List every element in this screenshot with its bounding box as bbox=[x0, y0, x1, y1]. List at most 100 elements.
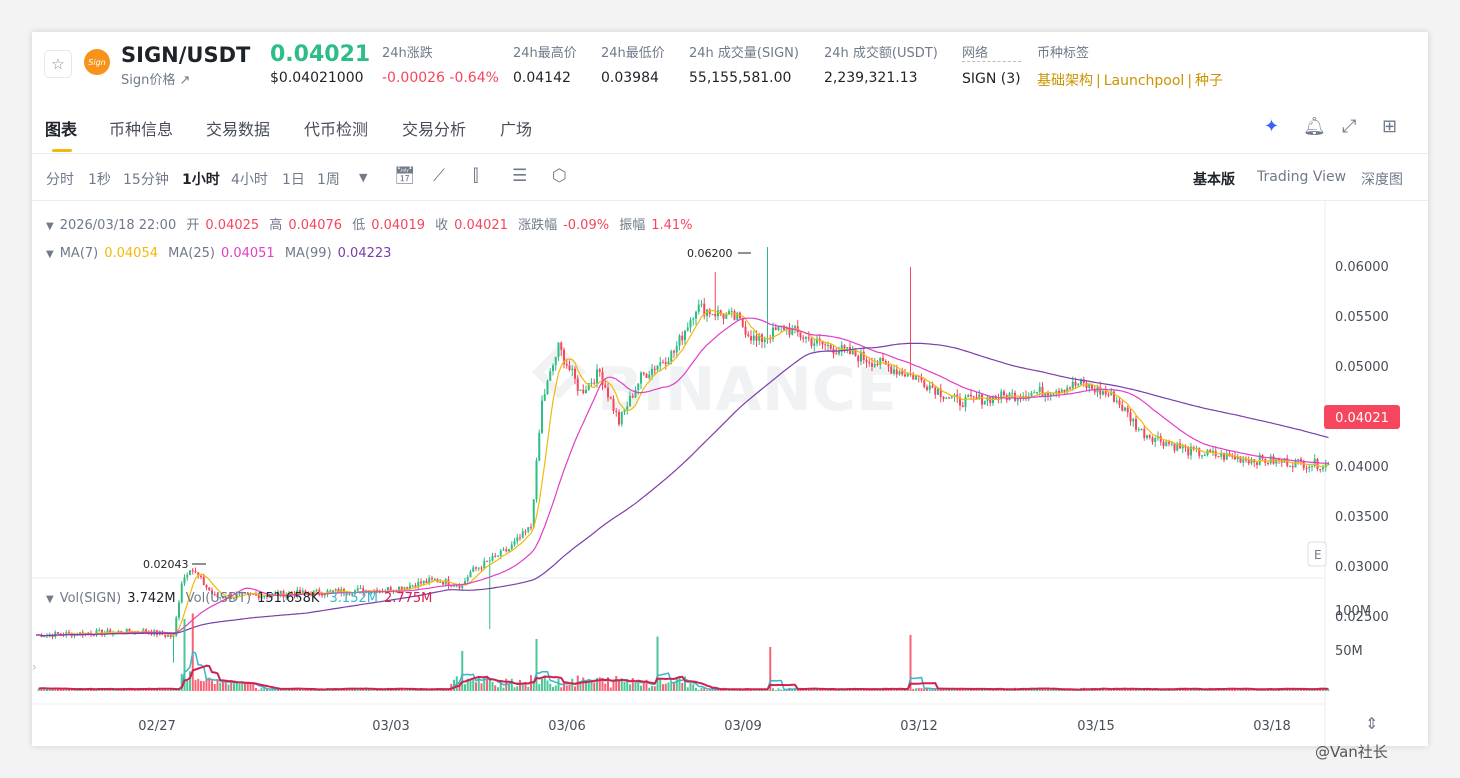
candle-body bbox=[901, 371, 904, 375]
candle-body bbox=[563, 349, 565, 365]
tag-infrastructure[interactable]: 基础架构 bbox=[1037, 73, 1093, 89]
tab-trade-analysis[interactable]: 交易分析 bbox=[402, 120, 467, 139]
candle-body bbox=[1187, 446, 1190, 456]
version-depth[interactable]: 深度图 bbox=[1361, 172, 1403, 188]
candle-body bbox=[252, 593, 255, 595]
timeframe-1w[interactable]: 1周 bbox=[317, 172, 340, 188]
candle-body bbox=[1278, 458, 1280, 461]
expand-icon[interactable]: ⤢ bbox=[1342, 116, 1357, 137]
volume-bar bbox=[645, 679, 648, 691]
candle-body bbox=[937, 388, 939, 395]
candle-body bbox=[87, 632, 90, 634]
volume-bar bbox=[1151, 690, 1154, 691]
tab-square[interactable]: 广场 bbox=[500, 120, 533, 139]
volume-bar bbox=[365, 688, 367, 691]
timeframe-time[interactable]: 分时 bbox=[46, 172, 74, 188]
volume-bar bbox=[689, 682, 692, 691]
timeframe-15m[interactable]: 15分钟 bbox=[123, 172, 169, 188]
candle-body bbox=[1245, 459, 1247, 461]
hexagon-settings-icon[interactable]: ⬡ bbox=[552, 166, 567, 186]
volume-bar bbox=[640, 685, 642, 691]
volume-bar bbox=[392, 689, 395, 691]
chart-settings-icon[interactable]: ☰ bbox=[512, 166, 528, 186]
candle-body bbox=[964, 397, 967, 408]
volume-bar bbox=[1135, 689, 1137, 691]
coin-price-link[interactable]: Sign价格 ↗ bbox=[121, 73, 191, 88]
ai-sparkle-icon[interactable]: ✦ bbox=[1264, 116, 1280, 137]
market-header: ☆ Sign SIGN/USDT Sign价格 ↗ 0.04021 $0.040… bbox=[32, 32, 1428, 102]
volume-bar bbox=[422, 689, 425, 691]
candle-body bbox=[854, 349, 857, 357]
candle-body bbox=[1151, 437, 1154, 442]
candlestick-chart[interactable]: BINANCE 0.060000.055000.050000.045000.04… bbox=[32, 32, 1428, 746]
timeframe-4h[interactable]: 4小时 bbox=[231, 172, 268, 188]
candle-body bbox=[898, 371, 901, 375]
timeframe-dropdown-icon[interactable]: ▼ bbox=[359, 171, 368, 184]
volume-bar bbox=[928, 688, 931, 691]
bell-icon[interactable]: 🔔︎ bbox=[1303, 116, 1326, 137]
candle-body bbox=[1014, 392, 1016, 401]
volume-bar bbox=[1041, 689, 1044, 691]
tag-seed[interactable]: 种子 bbox=[1195, 73, 1224, 89]
candle-body bbox=[442, 582, 444, 585]
volume-bar bbox=[1055, 689, 1058, 691]
volume-bar bbox=[510, 678, 513, 691]
timeframe-1s[interactable]: 1秒 bbox=[88, 172, 111, 188]
candle-body bbox=[420, 581, 422, 584]
candle-body bbox=[189, 570, 191, 575]
candle-body bbox=[219, 597, 222, 599]
volume-bar bbox=[854, 688, 857, 691]
volume-bar bbox=[609, 687, 612, 691]
volume-bar bbox=[612, 680, 615, 691]
candle-type-icon[interactable]: ⫿ bbox=[473, 166, 479, 186]
tag-launchpool[interactable]: Launchpool bbox=[1103, 73, 1185, 89]
indicator-chart-icon[interactable]: ⟋ bbox=[433, 166, 445, 186]
candle-body bbox=[1091, 384, 1093, 389]
volume-bar bbox=[285, 689, 288, 691]
stat-24h-change: 24h涨跌 -0.00026 -0.64% bbox=[382, 46, 499, 86]
layout-grid-icon[interactable]: ⊞ bbox=[1382, 116, 1398, 137]
version-basic[interactable]: 基本版 bbox=[1193, 172, 1235, 188]
volume-bar bbox=[857, 689, 860, 691]
candle-body bbox=[1154, 438, 1157, 442]
calendar-icon[interactable]: 📅︎ bbox=[394, 166, 416, 186]
volume-bar bbox=[194, 680, 197, 691]
collapse-arrow-icon[interactable]: › bbox=[32, 660, 37, 674]
candle-body bbox=[233, 597, 235, 599]
candle-body bbox=[1291, 465, 1294, 468]
timeframe-1h[interactable]: 1小时 bbox=[182, 172, 220, 188]
candle-body bbox=[1316, 458, 1319, 470]
volume-bar bbox=[1115, 688, 1118, 691]
candle-body bbox=[719, 310, 722, 315]
timeframe-1d[interactable]: 1日 bbox=[282, 172, 305, 188]
candle-body bbox=[552, 365, 554, 372]
version-tradingview[interactable]: Trading View bbox=[1257, 169, 1347, 185]
volume-bar bbox=[1033, 688, 1036, 691]
candle-body bbox=[1124, 407, 1126, 411]
candle-body bbox=[348, 593, 351, 595]
candle-body bbox=[607, 387, 609, 398]
volume-bar bbox=[367, 689, 370, 691]
tab-token-check[interactable]: 代币检测 bbox=[304, 120, 369, 139]
volume-bar bbox=[818, 689, 821, 691]
volume-bar bbox=[54, 688, 57, 691]
last-price: 0.04021 bbox=[270, 42, 371, 67]
candle-body bbox=[1168, 442, 1170, 444]
candle-body bbox=[1052, 393, 1055, 395]
candle-body bbox=[664, 362, 667, 365]
price-tick-label: 0.05000 bbox=[1335, 360, 1389, 375]
tab-coin-info[interactable]: 币种信息 bbox=[109, 120, 174, 139]
tab-chart[interactable]: 图表 bbox=[45, 120, 78, 139]
scroll-to-latest-icon[interactable]: E bbox=[1307, 541, 1327, 567]
volume-bar bbox=[216, 679, 219, 691]
tab-trading-data[interactable]: 交易数据 bbox=[206, 120, 271, 139]
volume-bar bbox=[68, 689, 70, 691]
volume-bar bbox=[197, 678, 200, 691]
volume-bar bbox=[772, 688, 774, 691]
candle-body bbox=[923, 380, 926, 387]
expand-pane-icon[interactable]: ⇕ bbox=[1365, 714, 1378, 733]
volume-bar bbox=[205, 677, 208, 691]
volume-bar bbox=[777, 688, 780, 691]
favorite-star-icon[interactable]: ☆ bbox=[44, 50, 72, 78]
stat-network[interactable]: 网络 SIGN (3) bbox=[962, 42, 1021, 87]
